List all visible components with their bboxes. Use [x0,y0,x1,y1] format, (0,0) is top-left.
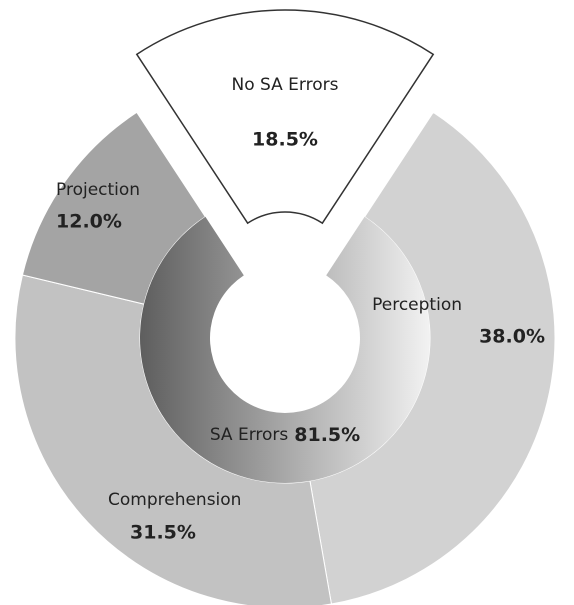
segment-value: 38.0% [479,326,545,348]
segment-label: Comprehension [108,490,241,510]
segment-value: 31.5% [130,522,196,544]
outer-segment [135,9,435,225]
inner-category: SA Errors [210,425,289,445]
segment-label: No SA Errors [232,75,339,95]
segment-value: 12.0% [56,211,122,233]
inner-label: SA Errors 81.5% [210,424,360,446]
segment-label: Perception [372,295,462,315]
inner-segment [140,216,430,484]
inner-value: 81.5% [294,424,360,446]
segment-value: 18.5% [252,129,318,151]
segment-label: Projection [56,180,140,200]
